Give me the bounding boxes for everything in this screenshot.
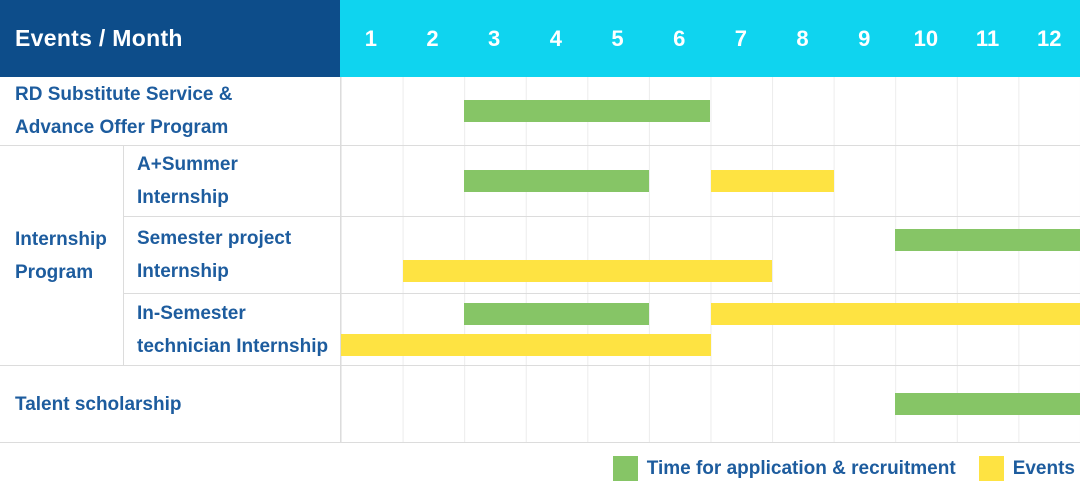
month-label: 2: [426, 25, 439, 51]
recruitment-bar: [895, 228, 1080, 251]
gantt-row-chart: [340, 146, 1080, 216]
month-label: 7: [734, 25, 747, 51]
group-label-internship-program: Internship Program: [0, 146, 124, 365]
gantt-row-chart: [340, 77, 1080, 145]
month-label: 12: [1036, 25, 1062, 51]
recruitment-bar: [895, 393, 1080, 415]
table-row: Talent scholarship: [0, 366, 1080, 443]
row-label-talent-scholarship: Talent scholarship: [15, 393, 182, 415]
gantt-row-chart: [340, 366, 1080, 442]
month-label: 6: [673, 25, 686, 51]
month-label: 10: [913, 25, 939, 51]
internship-group-rows: A+Summer Internship Semester project Int…: [124, 146, 1080, 365]
recruitment-bar: [464, 100, 711, 122]
table-row: RD Substitute Service & Advance Offer Pr…: [0, 77, 1080, 146]
event-bar: [341, 334, 711, 356]
event-bar: [710, 170, 834, 192]
table-row: In-Semester technician Internship: [124, 294, 1080, 365]
legend: Time for application & recruitment Event…: [0, 456, 1080, 481]
event-bar: [402, 259, 773, 282]
month-header-strip: 1 2 3 4 5 6 7 8 9 10 11 12: [340, 0, 1080, 77]
event-bar: [710, 303, 1080, 325]
gantt-table: Events / Month 1 2 3 4 5 6 7 8 9 10 11 1…: [0, 0, 1080, 443]
month-label: 4: [549, 25, 562, 51]
row-label-semester-project-internship: Semester project Internship: [137, 228, 292, 282]
month-label: 3: [488, 25, 501, 51]
month-label: 11: [975, 25, 1000, 51]
gantt-row-chart: [340, 294, 1080, 365]
month-label: 9: [858, 25, 871, 51]
row-label-a-plus-summer-internship: A+Summer Internship: [137, 154, 238, 208]
month-label: 5: [611, 25, 624, 51]
legend-item-events: Events: [978, 456, 1075, 481]
recruitment-color-swatch: [612, 456, 638, 481]
recruitment-bar: [464, 170, 649, 192]
row-label-rd-substitute-service: RD Substitute Service & Advance Offer Pr…: [15, 84, 233, 138]
legend-label-recruitment: Time for application & recruitment: [646, 457, 956, 479]
month-label: 8: [796, 25, 809, 51]
row-label-in-semester-technician-internship: In-Semester technician Internship: [137, 302, 329, 357]
recruitment-bar: [464, 303, 649, 325]
legend-item-recruitment: Time for application & recruitment: [612, 456, 956, 481]
table-header-row: Events / Month 1 2 3 4 5 6 7 8 9 10 11 1…: [0, 0, 1080, 77]
table-row: A+Summer Internship: [124, 146, 1080, 217]
events-color-swatch: [978, 456, 1004, 481]
legend-label-events: Events: [1012, 457, 1075, 479]
table-row: Semester project Internship: [124, 217, 1080, 294]
month-label: 1: [364, 25, 377, 51]
events-month-header-cell: Events / Month: [0, 0, 340, 77]
gantt-row-chart: [340, 217, 1080, 293]
internship-program-group: Internship Program A+Summer Internship S…: [0, 146, 1080, 366]
